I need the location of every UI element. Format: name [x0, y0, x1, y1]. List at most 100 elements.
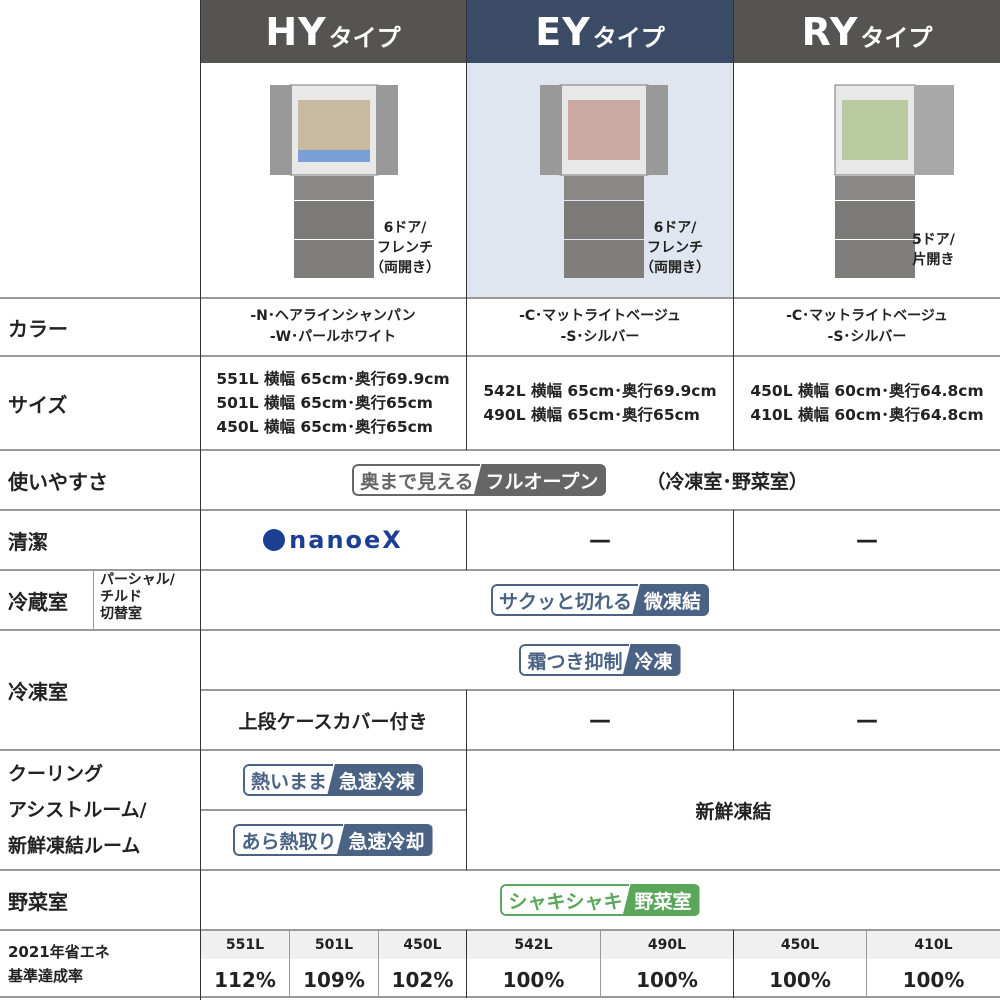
- rapid-cool-badge: あら熱取り 急速冷却: [233, 824, 433, 856]
- size-line: 501L 横幅 65cm･奥行65cm: [216, 394, 433, 412]
- header-hy: HY タイプ: [200, 0, 466, 63]
- type-suffix: タイプ: [860, 24, 933, 52]
- freezer-ey: —: [589, 707, 611, 733]
- energy-capacity: 551L: [201, 931, 289, 959]
- badge-outline-text: 熱いまま: [242, 764, 333, 796]
- fridge-image-ry: [834, 84, 954, 278]
- row-label-vegetable: 野菜室: [8, 889, 68, 914]
- usability-cell: 奥まで見える フルオープン （冷凍室･野菜室）: [200, 451, 1000, 509]
- divider: [0, 509, 1000, 511]
- energy-item: 551L 112%: [201, 931, 289, 1001]
- divider: [200, 689, 1000, 691]
- divider: [733, 690, 734, 750]
- row-label-size: サイズ: [8, 392, 68, 417]
- energy-rate: 102%: [391, 968, 454, 992]
- row-label-color: カラー: [8, 316, 68, 341]
- divider: [0, 449, 1000, 451]
- energy-capacity: 450L: [734, 931, 866, 959]
- energy-rate: 100%: [769, 968, 831, 992]
- size-line: 490L 横幅 65cm･奥行65cm: [483, 406, 700, 424]
- badge-fill-text: 急速冷却: [336, 824, 433, 856]
- divider: [0, 929, 1000, 931]
- cooling-cell-1: 熱いまま 急速冷凍: [200, 751, 466, 809]
- divider: [289, 930, 290, 998]
- divider: [200, 0, 201, 1000]
- energy-item: 490L 100%: [601, 931, 733, 1001]
- divider: [0, 629, 1000, 631]
- size-line: 542L 横幅 65cm･奥行69.9cm: [483, 382, 717, 400]
- full-open-badge: 奥まで見える フルオープン: [352, 464, 607, 496]
- energy-item: 501L 109%: [290, 931, 378, 1001]
- divider: [466, 930, 467, 998]
- clean-ry: —: [856, 527, 878, 553]
- divider: [466, 690, 467, 870]
- divider: [378, 930, 379, 998]
- size-line: 551L 横幅 65cm･奥行69.9cm: [216, 370, 450, 388]
- energy-capacity: 450L: [379, 931, 466, 959]
- badge-fill-text: 野菜室: [622, 884, 700, 916]
- divider: [866, 930, 867, 998]
- color-ry: -C･マットライトベージュ -S･シルバー: [786, 308, 948, 345]
- badge-fill-text: 冷凍: [622, 644, 681, 676]
- divider: [733, 0, 734, 450]
- divider: [733, 510, 734, 570]
- divider: [0, 569, 1000, 571]
- energy-item: 542L 100%: [467, 931, 600, 1001]
- divider: [466, 510, 467, 570]
- freezer-cell: 霜つき抑制 冷凍: [200, 631, 1000, 689]
- row-label-energy: 2021年省エネ 基準達成率: [8, 943, 110, 985]
- type-suffix: タイプ: [328, 24, 401, 52]
- fridge-image-ey: [540, 84, 668, 278]
- color-hy: -N･ヘアラインシャンパン -W･パールホワイト: [250, 308, 416, 345]
- badge-fill-text: フルオープン: [473, 464, 607, 496]
- energy-item: 450L 100%: [734, 931, 866, 1001]
- energy-capacity: 542L: [467, 931, 600, 959]
- nanoex-logo: nanoeX: [200, 511, 466, 569]
- badge-outline-text: 霜つき抑制: [519, 644, 629, 676]
- size-line: 450L 横幅 65cm･奥行65cm: [216, 418, 433, 436]
- divider: [0, 355, 1000, 357]
- row-sublabel-partial-chilled: パーシャル/ チルド 切替室: [100, 572, 175, 622]
- size-line: 450L 横幅 60cm･奥行64.8cm: [750, 382, 984, 400]
- type-code: HY: [265, 9, 327, 54]
- size-line: 410L 横幅 60cm･奥行64.8cm: [750, 406, 984, 424]
- energy-capacity: 490L: [601, 931, 733, 959]
- cooling-ey-ry: 新鮮凍結: [695, 800, 772, 823]
- divider: [200, 809, 466, 811]
- vegetable-cell: シャキシャキ 野菜室: [200, 871, 1000, 929]
- fridge-image-hy: [270, 84, 398, 278]
- micro-freeze-badge: サクッと切れる 微凍結: [490, 584, 710, 616]
- door-type-ry: 5ドア/ 片開き: [912, 232, 955, 268]
- door-type-ey: 6ドア/ フレンチ （両開き）: [640, 220, 710, 276]
- divider: [93, 570, 94, 630]
- energy-item: 410L 100%: [867, 931, 1000, 1001]
- frost-suppression-badge: 霜つき抑制 冷凍: [519, 644, 681, 676]
- rapid-freeze-badge: 熱いまま 急速冷凍: [242, 764, 424, 796]
- divider: [733, 930, 734, 998]
- badge-outline-text: 奥まで見える: [352, 464, 480, 496]
- cooling-cell-2: あら熱取り 急速冷却: [200, 811, 466, 869]
- badge-outline-text: あら熱取り: [233, 824, 343, 856]
- freezer-ry: —: [856, 707, 878, 733]
- nanoex-text: nanoeX: [289, 526, 403, 554]
- type-code: EY: [535, 9, 591, 54]
- row-label-clean: 清潔: [8, 529, 48, 554]
- type-suffix: タイプ: [592, 24, 665, 52]
- badge-outline-text: シャキシャキ: [500, 884, 629, 916]
- header-ey: EY タイプ: [467, 0, 733, 63]
- badge-fill-text: 微凍結: [632, 584, 710, 616]
- nanoe-dot-icon: [263, 529, 286, 551]
- divider: [466, 0, 467, 450]
- energy-capacity: 410L: [867, 931, 1000, 959]
- header-ry: RY タイプ: [734, 0, 1000, 63]
- clean-ey: —: [589, 527, 611, 553]
- divider: [600, 930, 601, 998]
- usability-note: （冷凍室･野菜室）: [646, 470, 808, 493]
- energy-rate: 112%: [214, 968, 276, 992]
- size-hy: 551L 横幅 65cm･奥行69.9cm 501L 横幅 65cm･奥行65cm…: [200, 357, 466, 449]
- badge-outline-text: サクッと切れる: [490, 584, 638, 616]
- door-type-hy: 6ドア/ フレンチ （両開き）: [370, 220, 440, 276]
- energy-capacity: 501L: [290, 931, 378, 959]
- divider: [0, 297, 1000, 299]
- energy-rate: 100%: [902, 968, 965, 992]
